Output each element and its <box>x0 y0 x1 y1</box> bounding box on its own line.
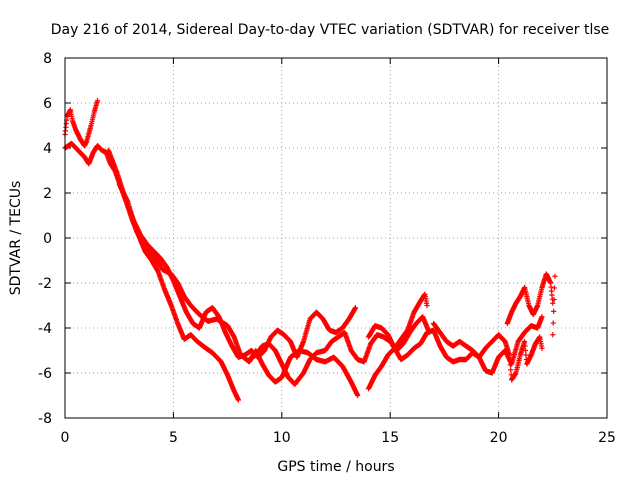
data-point <box>523 352 529 358</box>
series-satellite-track-h <box>430 320 545 383</box>
x-axis-label: GPS time / hours <box>277 459 394 475</box>
series-satellite-track-g <box>365 291 430 392</box>
x-tick-label: 5 <box>169 430 178 446</box>
data-point <box>355 392 361 399</box>
data-point <box>424 302 430 309</box>
data-point <box>506 352 513 358</box>
data-point <box>522 338 528 345</box>
x-tick-label: 0 <box>61 430 70 446</box>
data-point <box>235 397 242 403</box>
data-point <box>507 362 513 368</box>
data-point <box>352 305 359 311</box>
data-series <box>62 98 558 403</box>
y-tick-label: -2 <box>38 276 52 292</box>
tick-labels: 0 5 10 15 20 25 -8 -6 -4 -2 0 2 4 6 8 <box>38 51 616 446</box>
series-satellite-track-d <box>116 181 361 399</box>
data-point <box>522 343 528 349</box>
y-tick-label: 2 <box>43 186 52 202</box>
data-point <box>550 320 556 326</box>
y-tick-label: -6 <box>38 366 52 382</box>
y-axis-label: SDTVAR / TECUs <box>8 181 24 296</box>
data-point <box>539 345 545 351</box>
y-tick-label: -4 <box>38 321 52 337</box>
data-point <box>522 347 529 354</box>
x-tick-label: 15 <box>381 430 399 446</box>
data-point <box>552 273 558 279</box>
data-point <box>551 308 557 314</box>
series-satellite-track-e <box>246 314 432 387</box>
data-point <box>508 367 514 373</box>
x-tick-label: 25 <box>598 430 616 446</box>
x-tick-label: 10 <box>273 430 291 446</box>
data-point <box>94 98 101 104</box>
y-tick-label: 8 <box>43 51 52 67</box>
data-point <box>539 314 545 320</box>
data-point <box>551 285 558 291</box>
data-point <box>550 300 556 306</box>
x-tick-label: 20 <box>490 430 508 446</box>
plot-frame <box>64 57 608 419</box>
series-satellite-track-a <box>62 98 101 149</box>
y-tick-label: 0 <box>43 231 52 247</box>
data-point <box>551 297 557 303</box>
y-tick-label: -8 <box>38 411 52 427</box>
y-tick-label: 4 <box>43 141 52 157</box>
y-tick-label: 6 <box>43 96 52 112</box>
series-satellite-track-b <box>62 140 359 360</box>
chart-title: Day 216 of 2014, Sidereal Day-to-day VTE… <box>51 22 610 38</box>
data-point <box>507 357 513 363</box>
data-point <box>550 332 556 338</box>
series-satellite-track-i <box>504 271 558 338</box>
